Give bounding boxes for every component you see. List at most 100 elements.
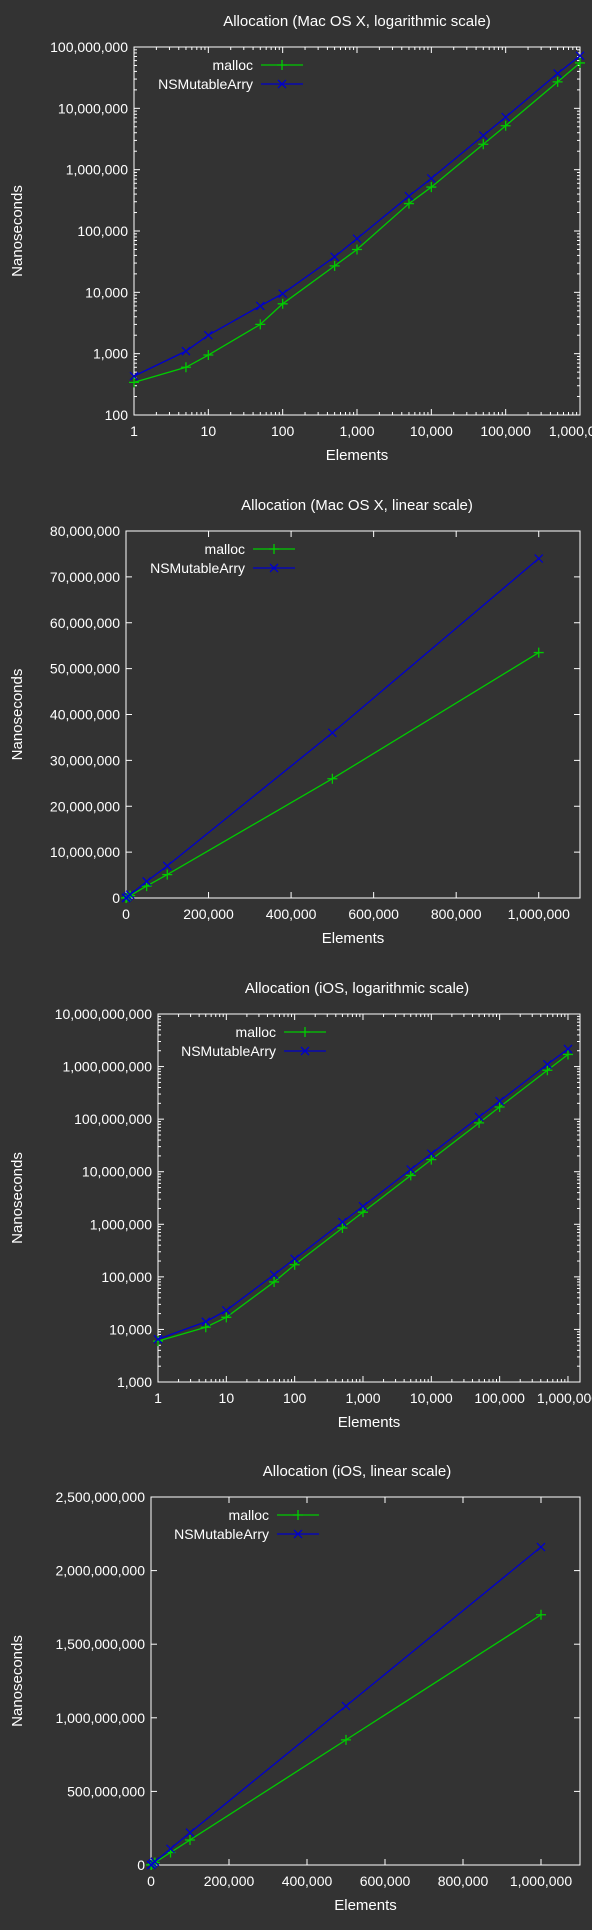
- data-point-nsmutablearry: [542, 1059, 552, 1069]
- y-tick-label: 100,000,000: [74, 1111, 152, 1127]
- y-axis-label: Nanoseconds: [9, 1152, 26, 1244]
- data-point-nsmutablearry: [495, 1096, 505, 1106]
- data-point-nsmutablearry: [501, 112, 511, 122]
- data-point-malloc: [426, 182, 437, 193]
- x-tick-label: 100: [271, 423, 295, 439]
- data-point-malloc: [255, 319, 266, 330]
- y-tick-label: 500,000,000: [67, 1783, 145, 1799]
- data-point-malloc: [494, 1102, 505, 1113]
- data-point-nsmutablearry: [221, 1305, 231, 1315]
- data-point-malloc: [329, 260, 340, 271]
- plot-frame: [125, 530, 581, 899]
- data-point-nsmutablearry: [404, 191, 414, 201]
- data-point-malloc: [575, 57, 585, 68]
- data-point-nsmutablearry: [201, 1317, 211, 1327]
- y-tick-label: 100,000: [101, 1269, 152, 1285]
- x-axis-label: Elements: [334, 1897, 397, 1914]
- data-point-nsmutablearry: [352, 234, 362, 244]
- chart-title: Allocation (Mac OS X, linear scale): [241, 497, 473, 514]
- x-tick-label: 1,000,000: [508, 906, 570, 922]
- chart-title: Allocation (iOS, linear scale): [263, 1463, 451, 1480]
- x-tick-label: 100,000: [480, 423, 531, 439]
- data-point-nsmutablearry: [358, 1201, 368, 1211]
- data-point-nsmutablearry: [269, 1270, 279, 1280]
- series-line-malloc: [157, 1053, 569, 1342]
- legend-marker: [277, 60, 287, 70]
- data-point-nsmutablearry: [534, 554, 544, 563]
- y-tick-label: 10,000: [109, 1321, 152, 1337]
- x-tick-label: 600,000: [360, 1873, 411, 1889]
- data-point-nsmutablearry: [563, 1044, 573, 1054]
- x-tick-label: 400,000: [282, 1873, 333, 1889]
- data-point-nsmutablearry: [426, 173, 436, 183]
- legend-marker: [293, 1510, 303, 1520]
- x-tick-label: 10: [219, 1390, 235, 1406]
- data-point-malloc: [542, 1065, 553, 1076]
- data-point-nsmutablearry: [536, 1542, 546, 1552]
- series-line-nsmutablearry: [157, 1048, 569, 1340]
- legend-label: malloc: [213, 57, 253, 73]
- x-tick-label: 1,000: [339, 423, 374, 439]
- y-tick-label: 10,000,000,000: [55, 1006, 153, 1022]
- y-tick-label: 70,000,000: [50, 569, 120, 585]
- x-axis-label: Elements: [338, 1414, 401, 1431]
- data-point-malloc: [203, 350, 214, 361]
- chart-3: Allocation (iOS, logarithmic scale) 1 10 10…: [9, 980, 592, 1431]
- y-tick-label: 10,000: [85, 284, 128, 300]
- data-point-nsmutablearry: [330, 252, 340, 262]
- legend-marker: [269, 563, 279, 573]
- y-axis-label: Nanoseconds: [9, 185, 26, 277]
- x-tick-label: 10,000: [410, 1390, 453, 1406]
- x-tick-label: 800,000: [431, 906, 482, 922]
- x-tick-label: 800,000: [438, 1873, 489, 1889]
- data-point-malloc: [153, 1336, 163, 1347]
- y-tick-label: 1,500,000,000: [55, 1636, 145, 1652]
- y-tick-label: 20,000,000: [50, 798, 120, 814]
- y-tick-label: 1,000,000: [66, 162, 128, 178]
- data-point-malloc: [536, 1609, 546, 1620]
- x-tick-label: 1: [130, 423, 138, 439]
- x-tick-label: 100: [283, 1390, 307, 1406]
- x-tick-label: 1,000: [345, 1390, 380, 1406]
- y-axis-label: Nanoseconds: [9, 1635, 26, 1727]
- series-line-nsmutablearry: [133, 55, 581, 377]
- legend-label: NSMutableArry: [181, 1043, 276, 1059]
- y-tick-label: 1,000,000,000: [55, 1710, 145, 1726]
- plot-frame: [157, 1013, 581, 1383]
- chart-4: Allocation (iOS, linear scale) 0 200,000 40…: [9, 1463, 581, 1914]
- x-tick-label: 0: [147, 1873, 155, 1889]
- y-tick-label: 30,000,000: [50, 752, 120, 768]
- y-tick-label: 100: [105, 407, 129, 423]
- x-tick-label: 1: [154, 1390, 162, 1406]
- y-tick-label: 10,000,000: [50, 844, 120, 860]
- data-point-nsmutablearry: [406, 1165, 416, 1174]
- data-point-nsmutablearry: [341, 1701, 351, 1711]
- y-tick-label: 40,000,000: [50, 707, 120, 723]
- x-tick-label: 400,000: [266, 906, 317, 922]
- data-point-nsmutablearry: [166, 1844, 175, 1854]
- legend-marker: [269, 544, 279, 554]
- data-point-malloc: [277, 298, 288, 309]
- data-point-malloc: [352, 244, 362, 255]
- data-point-malloc: [426, 1154, 437, 1165]
- data-point-nsmutablearry: [474, 1112, 484, 1122]
- data-point-malloc: [180, 362, 191, 373]
- legend-marker: [300, 1046, 310, 1056]
- data-point-nsmutablearry: [553, 69, 563, 78]
- data-point-nsmutablearry: [185, 1828, 195, 1838]
- data-point-malloc: [500, 120, 511, 131]
- y-tick-label: 80,000,000: [50, 523, 120, 539]
- plot-frame: [150, 1496, 581, 1866]
- data-point-malloc: [474, 1117, 485, 1128]
- y-tick-label: 1,000,000,000: [62, 1059, 152, 1075]
- data-point-nsmutablearry: [129, 371, 139, 381]
- y-tick-label: 50,000,000: [50, 661, 120, 677]
- data-point-malloc: [552, 76, 563, 87]
- data-point-nsmutablearry: [478, 131, 488, 141]
- chart-2: Allocation (Mac OS X, linear scale) 0 200,…: [9, 497, 581, 947]
- x-tick-label: 600,000: [348, 906, 399, 922]
- x-axis-label: Elements: [322, 930, 385, 947]
- legend-label: NSMutableArry: [150, 560, 245, 576]
- chart-title: Allocation (Mac OS X, logarithmic scale): [223, 13, 491, 30]
